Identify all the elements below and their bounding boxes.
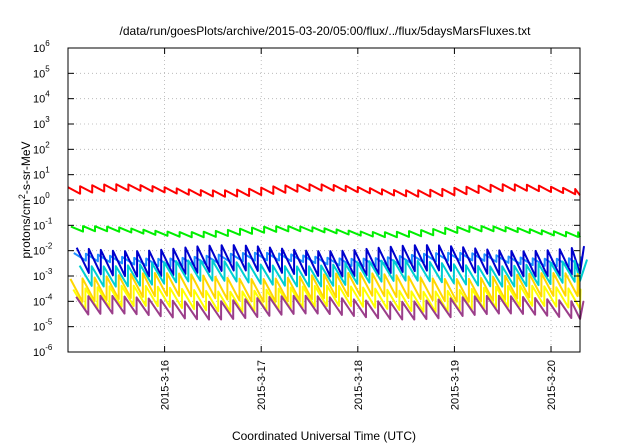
- x-axis-label: Coordinated Universal Time (UTC): [232, 429, 416, 443]
- y-tick-label: 10-3: [33, 267, 53, 283]
- y-tick-label: 104: [33, 90, 50, 106]
- y-tick-label: 106: [33, 39, 50, 55]
- y-tick-label: 103: [33, 115, 50, 131]
- y-axis-label-sup: 2: [17, 194, 27, 199]
- y-tick-label: 100: [33, 191, 50, 207]
- x-tick-label: 2015-3-17: [256, 360, 268, 410]
- series-line: [75, 244, 585, 278]
- series-line: [75, 294, 585, 321]
- x-tick-label: 2015-3-16: [160, 360, 172, 410]
- y-tick-label: 10-6: [33, 343, 53, 359]
- x-tick-label: 2015-3-18: [353, 360, 365, 410]
- y-tick-label: 10-1: [33, 216, 53, 232]
- x-tick-label: 2015-3-20: [546, 360, 558, 410]
- y-tick-label: 105: [33, 64, 50, 80]
- series-line: [67, 183, 581, 198]
- series-line: [69, 272, 581, 303]
- data-series: [67, 183, 588, 321]
- series-line: [78, 259, 588, 288]
- y-axis-label: protons/cm2-s-sr-MeV: [17, 141, 33, 258]
- y-tick-label: 101: [33, 166, 50, 182]
- chart-title: /data/run/goesPlots/archive/2015-03-20/0…: [120, 24, 532, 38]
- series-line: [70, 225, 581, 239]
- y-axis-label-main: protons/cm: [19, 199, 33, 258]
- y-tick-label: 10-4: [33, 292, 53, 308]
- series-line: [72, 284, 582, 313]
- y-tick-label: 10-5: [33, 318, 53, 334]
- y-tick-label: 10-2: [33, 242, 53, 258]
- y-axis-label-rest: -s-sr-MeV: [19, 141, 33, 194]
- x-tick-label: 2015-3-19: [449, 360, 461, 410]
- y-tick-label: 102: [33, 140, 50, 156]
- y-ticks: 10-6 10-5 10-4 10-3 10-2 10-1 100 101 102 103 104 1…: [33, 39, 580, 359]
- x-ticks: 2015-3-16 2015-3-17 2015-3-18 2015-3-19 2015…: [160, 48, 558, 410]
